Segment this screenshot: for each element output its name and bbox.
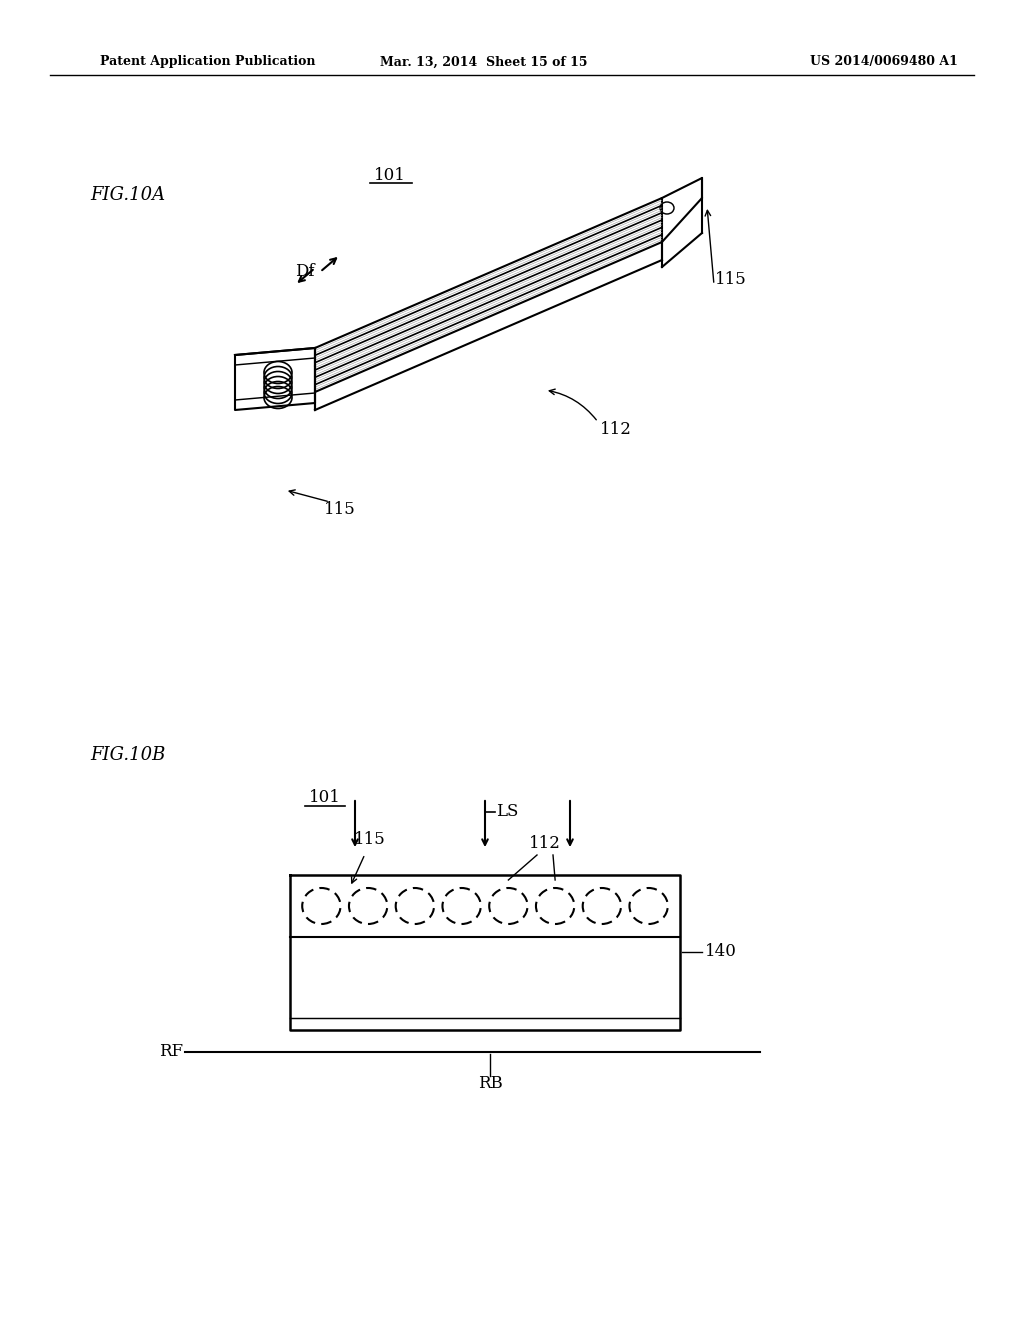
Text: US 2014/0069480 A1: US 2014/0069480 A1 [810, 55, 957, 69]
Text: 112: 112 [529, 834, 561, 851]
Text: 115: 115 [354, 832, 386, 849]
Text: Df: Df [295, 264, 314, 281]
Text: 101: 101 [374, 166, 406, 183]
Text: LS: LS [496, 804, 518, 821]
Text: FIG.10A: FIG.10A [90, 186, 165, 205]
Text: 101: 101 [309, 789, 341, 807]
Text: RF: RF [159, 1044, 183, 1060]
Text: Mar. 13, 2014  Sheet 15 of 15: Mar. 13, 2014 Sheet 15 of 15 [380, 55, 588, 69]
Text: Patent Application Publication: Patent Application Publication [100, 55, 315, 69]
Text: 115: 115 [715, 272, 746, 289]
Text: 112: 112 [600, 421, 632, 438]
Text: 140: 140 [705, 944, 737, 961]
Text: RB: RB [477, 1076, 503, 1093]
Text: 115: 115 [325, 502, 356, 519]
Text: FIG.10B: FIG.10B [90, 746, 165, 764]
